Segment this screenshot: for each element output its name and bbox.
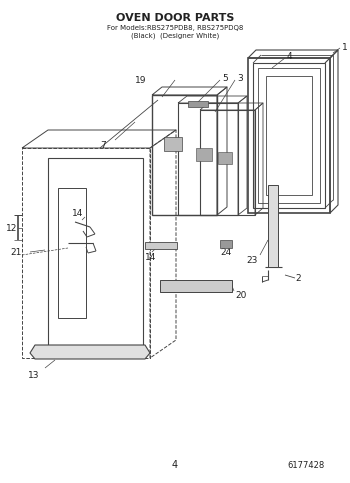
Text: 14: 14 <box>145 253 156 261</box>
Text: 13: 13 <box>28 370 40 380</box>
Text: For Models:RBS275PDB8, RBS275PDQ8: For Models:RBS275PDB8, RBS275PDQ8 <box>107 25 243 31</box>
Text: OVEN DOOR PARTS: OVEN DOOR PARTS <box>116 13 234 23</box>
Bar <box>248 58 330 213</box>
Text: 14: 14 <box>72 209 83 217</box>
Bar <box>258 68 320 203</box>
Text: 7: 7 <box>100 141 106 150</box>
Bar <box>22 148 150 358</box>
Bar <box>48 158 143 353</box>
Text: 20: 20 <box>235 290 246 299</box>
Bar <box>268 185 278 267</box>
Bar <box>178 103 238 215</box>
Text: 5: 5 <box>222 73 228 83</box>
Bar <box>188 101 208 107</box>
Text: 21: 21 <box>10 247 21 256</box>
Text: 12: 12 <box>6 224 18 232</box>
Bar <box>266 76 312 195</box>
Polygon shape <box>30 345 150 359</box>
Bar <box>164 137 182 151</box>
Bar <box>220 240 232 248</box>
Bar <box>152 95 217 215</box>
Bar <box>253 63 325 208</box>
Bar <box>145 242 177 249</box>
Text: (Black)  (Designer White): (Black) (Designer White) <box>131 33 219 39</box>
Text: 6177428: 6177428 <box>288 460 325 469</box>
Text: 1: 1 <box>342 43 348 52</box>
Text: 4: 4 <box>172 460 178 470</box>
Text: 3: 3 <box>237 73 243 83</box>
Text: 23: 23 <box>247 256 258 265</box>
Text: 24: 24 <box>220 247 231 256</box>
Bar <box>218 152 232 164</box>
Text: 4: 4 <box>287 52 293 60</box>
Bar <box>200 110 255 215</box>
Bar <box>196 148 212 161</box>
Bar <box>160 280 232 292</box>
Bar <box>58 188 86 318</box>
Text: 19: 19 <box>135 75 147 85</box>
Text: 2: 2 <box>295 273 301 283</box>
